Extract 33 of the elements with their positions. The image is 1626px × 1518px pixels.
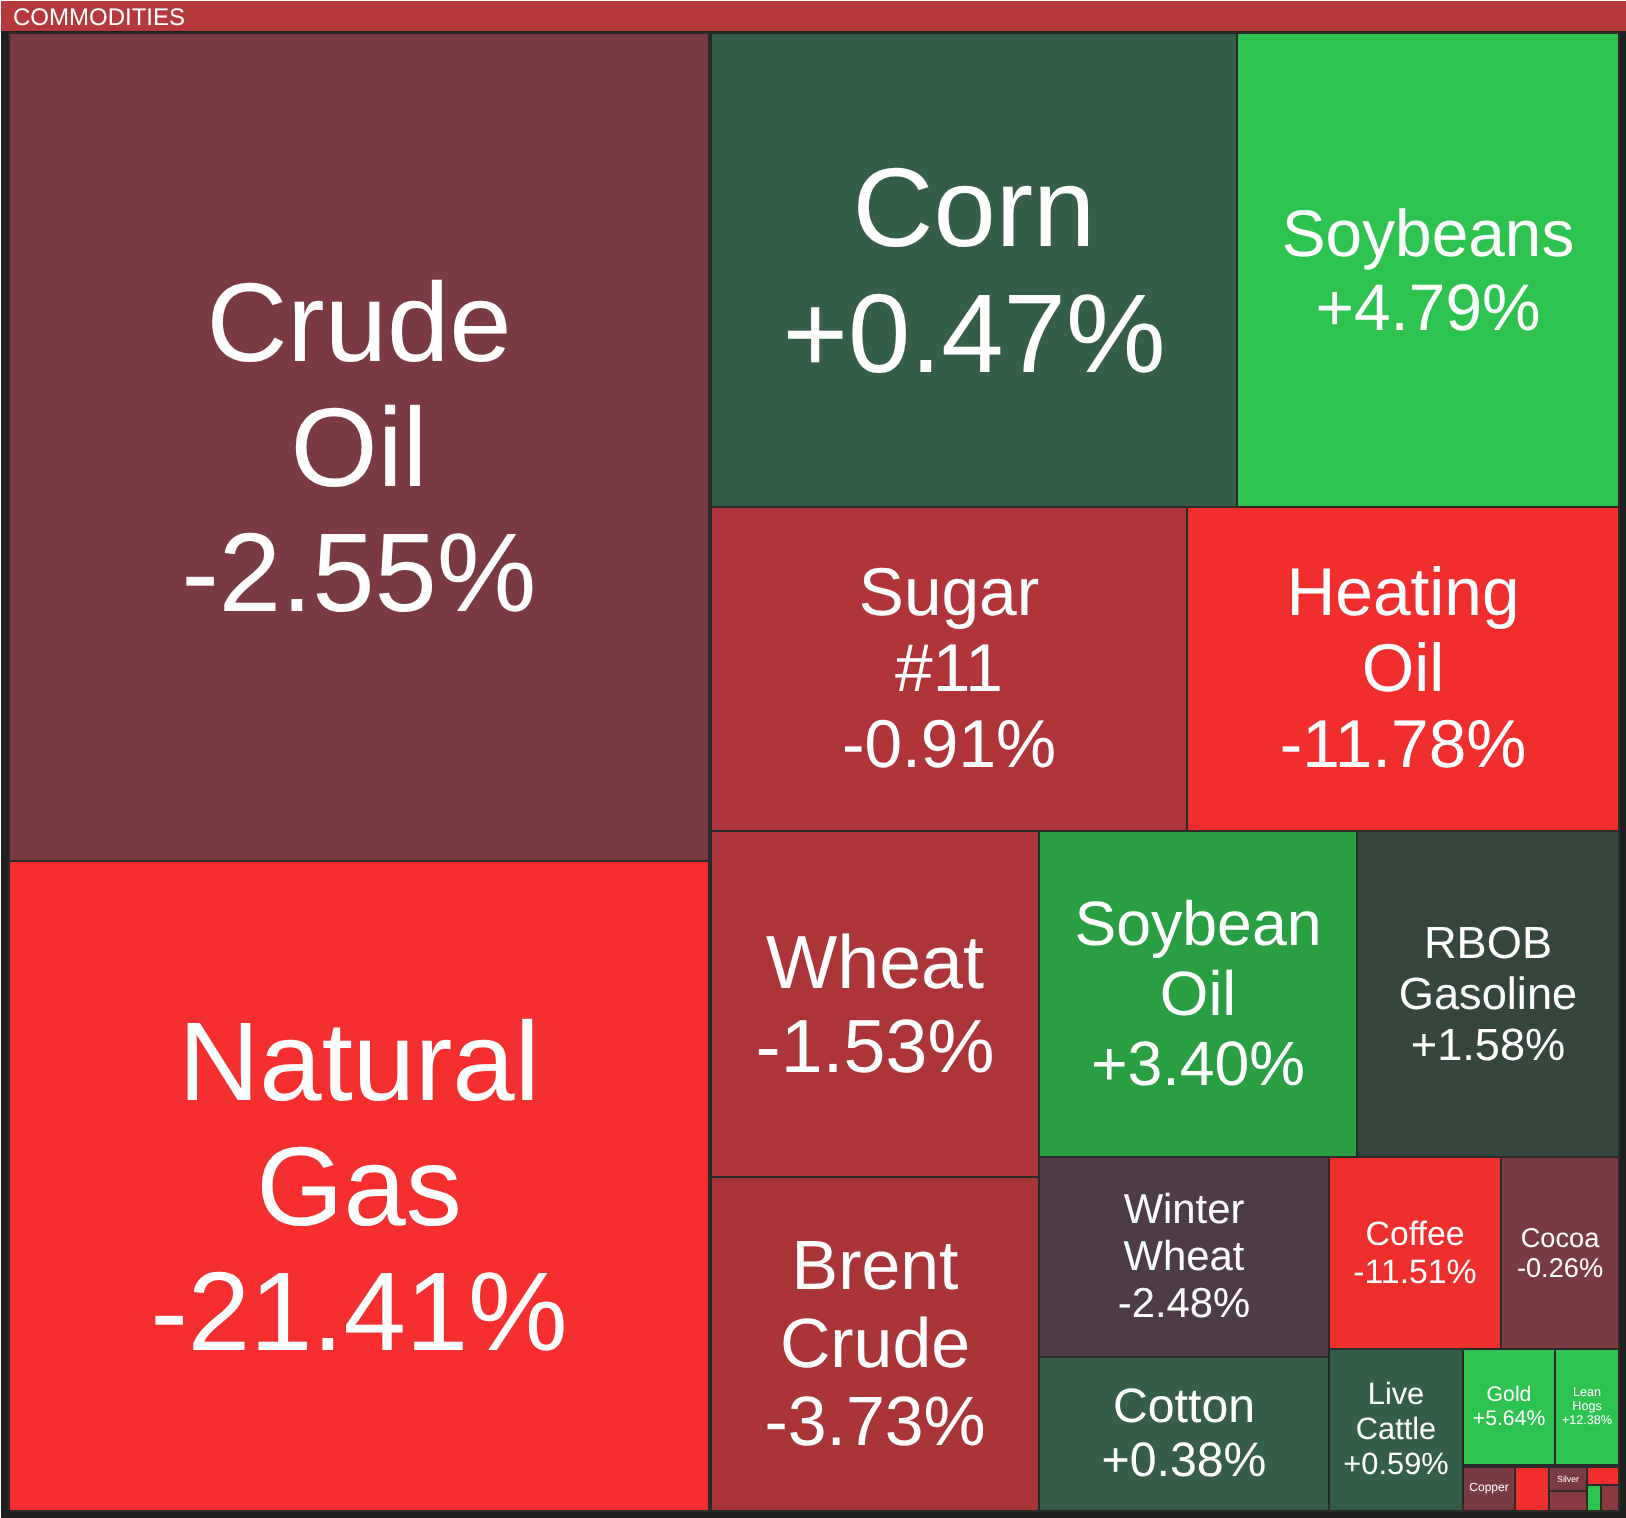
data-label: +0.38%: [1101, 1434, 1267, 1488]
data-label: +0.47%: [782, 269, 1166, 396]
category-label: Natural Gas: [178, 997, 540, 1249]
category-label: Coffee: [1365, 1215, 1465, 1254]
category-label: Heating Oil: [1286, 555, 1520, 707]
data-label: -21.41%: [150, 1248, 568, 1375]
category-label: Corn: [852, 144, 1096, 271]
data-label: -11.51%: [1353, 1252, 1477, 1291]
category-label: Wheat: [766, 919, 985, 1004]
data-label: -3.73%: [764, 1383, 986, 1462]
data-label: +0.59%: [1343, 1447, 1450, 1482]
category-label: Cotton: [1113, 1380, 1256, 1434]
category-label: Gold: [1486, 1383, 1532, 1408]
category-label: Cocoa: [1520, 1222, 1601, 1253]
data-label: +4.79%: [1315, 269, 1541, 344]
category-label: Sugar #11: [858, 555, 1040, 707]
data-label: -2.55%: [181, 509, 537, 636]
category-label: Soybean Oil: [1074, 888, 1322, 1029]
data-label: -0.91%: [841, 706, 1057, 783]
category-label: Live Cattle: [1355, 1378, 1437, 1447]
text: COMMODITIES: [13, 3, 185, 31]
data-label: -11.78%: [1279, 706, 1527, 783]
category-label: Crude Oil: [206, 258, 512, 510]
data-label: -1.53%: [755, 1004, 995, 1089]
data-label: +3.40%: [1090, 1029, 1306, 1100]
data-label: -0.26%: [1516, 1253, 1604, 1284]
data-label: +1.58%: [1410, 1019, 1566, 1070]
category-label: RBOB Gasoline: [1398, 918, 1578, 1019]
category-label: Winter Wheat: [1123, 1187, 1245, 1280]
data-label: +5.64%: [1472, 1406, 1547, 1431]
data-label: -2.48%: [1117, 1280, 1251, 1327]
category-label: Soybeans: [1281, 196, 1575, 271]
category-label: Brent Crude: [779, 1226, 971, 1383]
